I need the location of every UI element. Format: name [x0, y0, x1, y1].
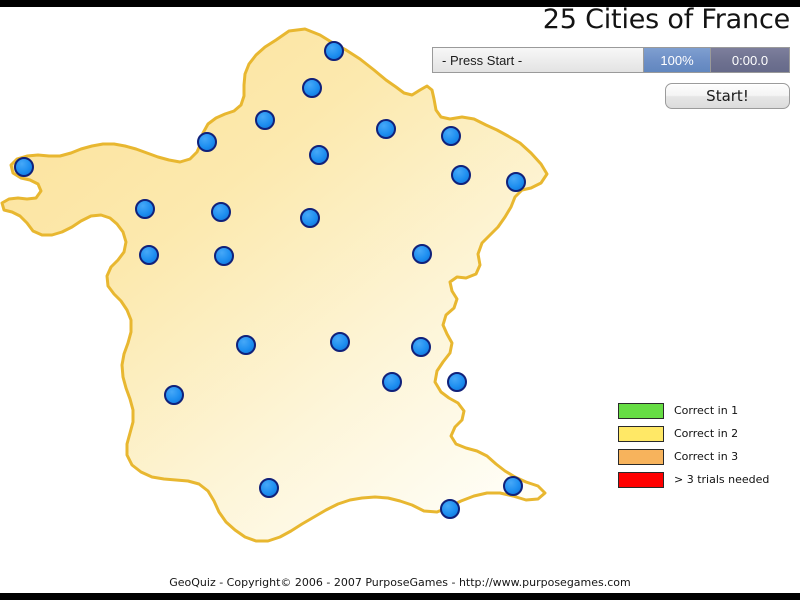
map-container[interactable]	[0, 7, 620, 575]
start-button[interactable]: Start!	[665, 83, 790, 109]
legend-label: > 3 trials needed	[674, 473, 770, 486]
city-marker[interactable]	[447, 372, 467, 392]
city-marker[interactable]	[441, 126, 461, 146]
city-marker[interactable]	[164, 385, 184, 405]
legend-row: > 3 trials needed	[618, 468, 769, 491]
city-marker[interactable]	[259, 478, 279, 498]
city-marker[interactable]	[382, 372, 402, 392]
city-marker[interactable]	[451, 165, 471, 185]
city-marker[interactable]	[506, 172, 526, 192]
legend-label: Correct in 3	[674, 450, 739, 463]
city-marker[interactable]	[411, 337, 431, 357]
city-marker[interactable]	[503, 476, 523, 496]
city-marker[interactable]	[302, 78, 322, 98]
city-marker[interactable]	[412, 244, 432, 264]
legend-row: Correct in 3	[618, 445, 769, 468]
page-title: 25 Cities of France	[542, 4, 790, 35]
legend-row: Correct in 1	[618, 399, 769, 422]
status-bar: - Press Start - 100% 0:00.0	[432, 47, 790, 73]
city-marker[interactable]	[211, 202, 231, 222]
legend-swatch	[618, 448, 664, 465]
bottom-frame-bar	[0, 593, 800, 600]
footer-credit: GeoQuiz - Copyright© 2006 - 2007 Purpose…	[169, 576, 631, 589]
legend-swatch	[618, 471, 664, 488]
legend-label: Correct in 2	[674, 427, 739, 440]
city-marker[interactable]	[309, 145, 329, 165]
legend-swatch	[618, 402, 664, 419]
legend-row: Correct in 2	[618, 422, 769, 445]
france-map[interactable]	[0, 7, 620, 575]
status-percent: 100%	[644, 48, 711, 72]
city-marker-layer[interactable]	[14, 41, 526, 519]
city-marker[interactable]	[14, 157, 34, 177]
city-marker[interactable]	[236, 335, 256, 355]
city-marker[interactable]	[135, 199, 155, 219]
city-marker[interactable]	[324, 41, 344, 61]
legend: Correct in 1 Correct in 2 Correct in 3 > 3 …	[618, 399, 769, 491]
city-marker[interactable]	[214, 246, 234, 266]
legend-label: Correct in 1	[674, 404, 739, 417]
city-marker[interactable]	[330, 332, 350, 352]
city-marker[interactable]	[300, 208, 320, 228]
city-marker[interactable]	[139, 245, 159, 265]
city-marker[interactable]	[197, 132, 217, 152]
top-frame-bar	[0, 0, 800, 7]
status-timer: 0:00.0	[711, 48, 789, 72]
status-message: - Press Start -	[433, 48, 644, 72]
city-marker[interactable]	[255, 110, 275, 130]
city-marker[interactable]	[376, 119, 396, 139]
legend-swatch	[618, 425, 664, 442]
city-marker[interactable]	[440, 499, 460, 519]
france-outline-path	[0, 27, 549, 543]
